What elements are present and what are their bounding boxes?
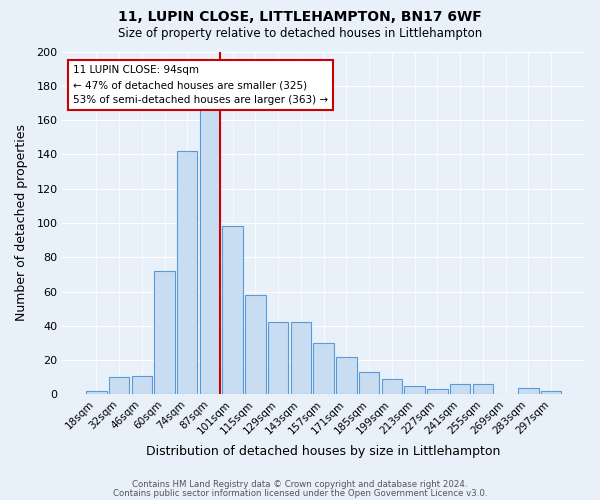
Bar (336, 356, 356, 395)
Text: Contains public sector information licensed under the Open Government Licence v3: Contains public sector information licen… (113, 488, 487, 498)
Text: Contains HM Land Registry data © Crown copyright and database right 2024.: Contains HM Land Registry data © Crown c… (132, 480, 468, 489)
Bar (177, 151, 197, 394)
Bar (290, 322, 311, 394)
Bar (245, 295, 266, 394)
Bar (382, 379, 402, 394)
Bar (313, 343, 334, 394)
Bar (223, 226, 243, 394)
X-axis label: Distribution of detached houses by size in Littlehampton: Distribution of detached houses by size … (146, 444, 501, 458)
Bar (450, 384, 470, 394)
Bar (109, 378, 129, 394)
Bar (518, 388, 539, 394)
Bar (154, 271, 175, 394)
Bar (131, 376, 152, 394)
Text: 11, LUPIN CLOSE, LITTLEHAMPTON, BN17 6WF: 11, LUPIN CLOSE, LITTLEHAMPTON, BN17 6WF (118, 10, 482, 24)
Bar (86, 391, 107, 394)
Text: 11 LUPIN CLOSE: 94sqm
← 47% of detached houses are smaller (325)
53% of semi-det: 11 LUPIN CLOSE: 94sqm ← 47% of detached … (73, 65, 328, 105)
Y-axis label: Number of detached properties: Number of detached properties (15, 124, 28, 322)
Bar (541, 391, 561, 394)
Bar (473, 384, 493, 394)
Bar (427, 390, 448, 394)
Bar (359, 372, 379, 394)
Bar (268, 322, 289, 394)
Bar (200, 103, 220, 395)
Bar (404, 386, 425, 394)
Text: Size of property relative to detached houses in Littlehampton: Size of property relative to detached ho… (118, 28, 482, 40)
